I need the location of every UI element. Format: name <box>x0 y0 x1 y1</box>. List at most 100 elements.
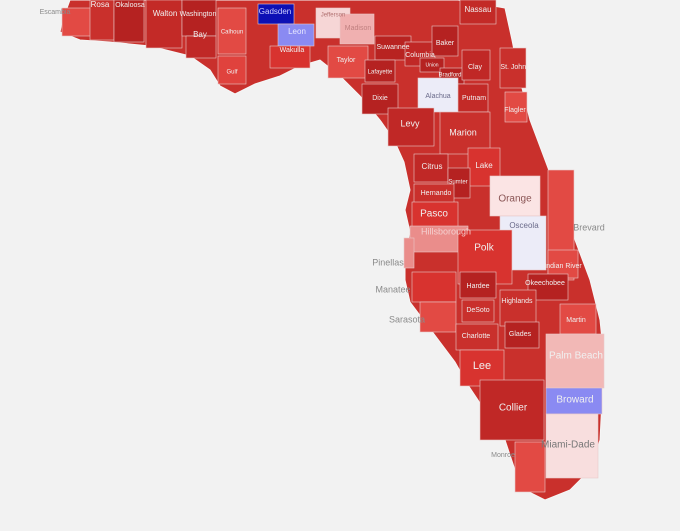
county-shape <box>499 289 537 327</box>
county-shape <box>257 3 295 25</box>
county-label: Osceola <box>509 221 539 230</box>
county-label: Lafayette <box>368 70 393 76</box>
county-label: Rosa <box>91 0 110 9</box>
county-label: Miami-Dade <box>541 440 595 451</box>
county-label: Jefferson <box>321 13 346 19</box>
county-label: Sarasota <box>389 314 425 324</box>
county-shape <box>364 59 396 83</box>
county-label: Bradford <box>438 73 461 79</box>
county-shape <box>504 91 528 123</box>
county-label: Taylor <box>337 57 356 64</box>
county-label: Brevard <box>573 222 605 232</box>
county-shape <box>185 35 217 59</box>
county-shape <box>217 55 247 85</box>
county-shape <box>514 441 546 493</box>
county-shape <box>459 271 497 299</box>
county-label: Orange <box>498 194 532 205</box>
county-shape <box>387 107 435 147</box>
county-shape <box>113 0 145 43</box>
county-shape <box>457 83 489 113</box>
county-label: Levy <box>400 118 420 128</box>
county-label: Monroe <box>491 452 515 459</box>
county-label: Charlotte <box>462 333 491 340</box>
county-label: Columbia <box>405 52 435 59</box>
county-label: Gadsden <box>259 7 291 16</box>
county-shape <box>181 0 217 37</box>
county-label: Union <box>425 62 438 68</box>
county-shape <box>559 303 597 335</box>
county-shape <box>545 413 599 479</box>
county-shape <box>419 57 445 73</box>
county-label: Wakulla <box>280 47 305 54</box>
county-shape <box>411 271 457 303</box>
county-shape <box>417 77 459 113</box>
county-shape <box>89 0 115 41</box>
county-label: Marion <box>449 127 477 137</box>
county-label: Washington <box>180 11 217 18</box>
county-label: Pasco <box>420 209 448 220</box>
county-shape <box>217 7 247 55</box>
county-shape <box>419 301 457 333</box>
county-label: Citrus <box>422 162 443 171</box>
county-label: Collier <box>499 403 528 414</box>
county-shape <box>145 0 183 49</box>
county-label: Indian River <box>544 263 582 270</box>
county-label: Flagler <box>504 107 526 114</box>
county-label: Bay <box>193 30 207 39</box>
county-label: Pinellas <box>372 257 404 267</box>
county-shape <box>439 111 491 155</box>
county-label: Hardee <box>467 283 490 290</box>
county-label: Dixie <box>372 95 388 102</box>
county-label: Calhoun <box>221 30 243 36</box>
county-label: Okaloosa <box>115 2 145 9</box>
county-shape <box>504 321 540 349</box>
county-labels: Escambia Rosa Okaloosa Walton Washington Bay C… <box>40 0 605 459</box>
county-label: Nassau <box>464 5 491 14</box>
county-shape <box>545 333 605 389</box>
county-label: DeSoto <box>466 307 489 314</box>
county-label: Highlands <box>501 298 533 305</box>
county-shape <box>547 249 579 279</box>
county-shape <box>269 45 311 69</box>
county-shape <box>339 13 375 45</box>
county-label: Lee <box>473 360 491 372</box>
county-label: Hillsborough <box>421 226 471 236</box>
county-shape <box>413 153 449 183</box>
county-label: Walton <box>153 9 178 18</box>
county-label: Leon <box>288 27 306 36</box>
county-label: Okeechobee <box>525 280 565 287</box>
county-label: Madison <box>345 25 372 32</box>
county-label: Martin <box>566 317 586 324</box>
county-label: Clay <box>468 64 483 71</box>
county-label: Palm Beach <box>549 351 603 362</box>
county-shape <box>455 323 499 351</box>
county-shapes <box>61 0 605 493</box>
county-label: Alachua <box>425 93 450 100</box>
county-label: Sumter <box>448 180 467 186</box>
county-shape <box>461 299 495 323</box>
county-shape <box>431 25 459 57</box>
county-label: Baker <box>436 40 455 47</box>
county-label: Escambia <box>40 9 71 16</box>
county-shape <box>459 0 497 25</box>
county-label: Gulf <box>226 70 237 76</box>
county-label: Glades <box>509 331 532 338</box>
county-shape <box>499 47 527 89</box>
county-label: St. Johns <box>500 64 530 71</box>
county-label: Hernando <box>421 190 452 197</box>
county-label: Putnam <box>462 95 486 102</box>
county-shape <box>489 175 541 217</box>
county-shape <box>411 201 459 231</box>
county-shape <box>403 237 415 269</box>
county-shape <box>461 49 491 81</box>
county-label: Polk <box>474 243 494 254</box>
county-label: Lake <box>475 161 493 170</box>
county-shape <box>327 45 369 79</box>
county-shape <box>479 379 545 441</box>
county-label: Suwannee <box>376 44 409 51</box>
county-shape <box>545 387 603 415</box>
county-label: Broward <box>556 395 593 406</box>
county-label: Manatee <box>375 284 410 294</box>
